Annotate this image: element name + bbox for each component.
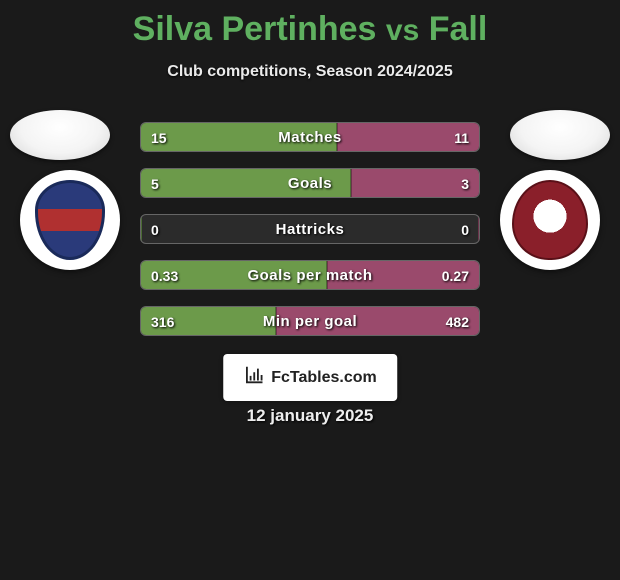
chart-icon	[243, 364, 265, 391]
stat-bar: Goals5 3	[140, 168, 480, 198]
stat-value-right: 11	[454, 123, 469, 152]
stat-label: Matches	[141, 123, 479, 152]
stat-value-left: 5	[151, 169, 159, 198]
player1-club-crest	[20, 170, 120, 270]
season-subtitle: Club competitions, Season 2024/2025	[0, 63, 620, 81]
stat-label: Goals	[141, 169, 479, 198]
stat-value-left: 0.33	[151, 261, 178, 290]
stat-bar: Hattricks0 0	[140, 214, 480, 244]
comparison-title: Silva Pertinhes vs Fall	[0, 0, 620, 49]
comparison-date: 12 january 2025	[0, 406, 620, 426]
stat-bar: Matches15 11	[140, 122, 480, 152]
player1-avatar	[10, 110, 110, 160]
player2-name: Fall	[429, 10, 488, 48]
stat-value-right: 482	[446, 307, 469, 336]
stat-value-left: 0	[151, 215, 159, 244]
brand-text: FcTables.com	[271, 369, 377, 387]
player1-name: Silva Pertinhes	[133, 10, 377, 48]
brand-watermark: FcTables.com	[223, 354, 397, 401]
stat-bar: Goals per match0.33 0.27	[140, 260, 480, 290]
stat-label: Goals per match	[141, 261, 479, 290]
player2-club-crest	[500, 170, 600, 270]
stat-value-right: 0	[461, 215, 469, 244]
stat-label: Hattricks	[141, 215, 479, 244]
stat-label: Min per goal	[141, 307, 479, 336]
stat-value-right: 3	[461, 169, 469, 198]
stats-bars: Matches15 11 Goals5 3 Hattricks0 0 Goals per m…	[140, 122, 480, 352]
vs-separator: vs	[386, 14, 419, 47]
stat-value-left: 15	[151, 123, 167, 152]
stat-bar: Min per goal316 482	[140, 306, 480, 336]
player2-avatar	[510, 110, 610, 160]
stat-value-right: 0.27	[442, 261, 469, 290]
stat-value-left: 316	[151, 307, 174, 336]
